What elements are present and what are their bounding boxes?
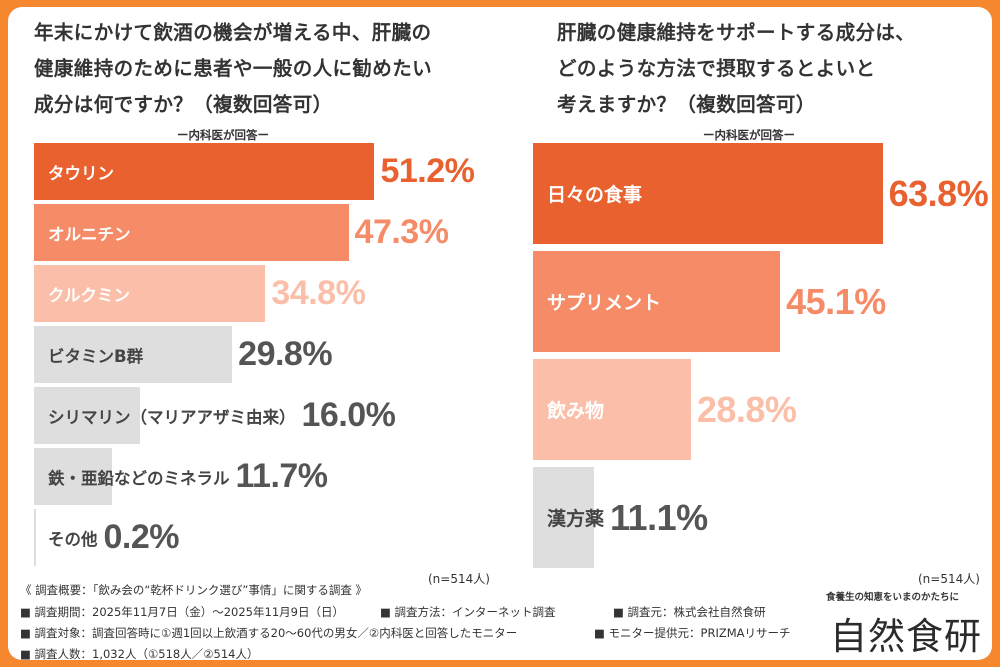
bar-category-label: 鉄・亜鉛などのミネラル <box>48 468 230 488</box>
company-logo: 自然食研 <box>830 615 982 658</box>
bar <box>34 509 36 566</box>
bar <box>34 448 112 505</box>
left-subhead: ー内科医が回答ー <box>177 128 269 142</box>
bar-category-label: タウリン <box>48 163 114 183</box>
survey-target: ■ 調査対象：調査回答時に①週1回以上飲酒する20〜60代の男女／②内科医と回答… <box>20 626 518 640</box>
left-bar-chart: タウリン 51.2% オルニチン 47.3% クルクミン 34.8% ビタミンB群 29.8%… <box>34 143 494 575</box>
bar-category-label: その他 <box>48 529 98 549</box>
bar-value-label: 11.7% <box>235 457 329 495</box>
bar <box>34 265 266 322</box>
bar-category-label: クルクミン <box>48 285 131 305</box>
infographic-card: 年末にかけて飲酒の機会が増える中、肝臓の 健康維持のために患者や一般の人に勧めた… <box>8 7 992 660</box>
bar <box>533 467 594 568</box>
right-title-line: どのような方法で摂取するとよいと <box>557 57 876 80</box>
survey-period: ■ 調査期間：2025年11月7日（金）〜2025年11月9日（日） <box>20 605 344 619</box>
left-title-line: 健康維持のために患者や一般の人に勧めたい <box>34 57 433 80</box>
bar-category-label: サプリメント <box>547 292 662 314</box>
bar <box>533 143 883 244</box>
right-title-line: 肝臓の健康維持をサポートする成分は、 <box>557 21 916 44</box>
bar-value-label: 63.8% <box>888 172 989 214</box>
right-title-line: 考えますか？（複数回答可） <box>557 93 816 116</box>
bar-value-label: 34.8% <box>271 274 366 312</box>
survey-count: ■ 調査人数：1,032人（①518人／②514人） <box>20 647 259 660</box>
left-title-line: 年末にかけて飲酒の機会が増える中、肝臓の <box>34 21 432 44</box>
bar-value-label: 47.3% <box>354 213 449 251</box>
bar <box>533 359 691 460</box>
bar <box>533 251 781 352</box>
left-question-title: 年末にかけて飲酒の機会が増える中、肝臓の 健康維持のために患者や一般の人に勧めた… <box>34 15 432 123</box>
bar <box>34 387 141 444</box>
survey-source: ■ 調査元：株式会社自然食研 <box>613 605 766 619</box>
bar-value-label: 28.8% <box>696 388 797 430</box>
bar-value-label: 45.1% <box>786 280 886 322</box>
bar-category-label: ビタミンB群 <box>48 346 144 366</box>
bar-category-label: オルニチン <box>48 224 131 244</box>
right-bar-chart: 日々の食事 63.8% サプリメント 45.1% 飲み物 28.8% 漢方薬 11.1% <box>533 143 992 575</box>
bar-value-label: 11.1% <box>610 496 708 538</box>
bar-category-label: 飲み物 <box>547 400 605 422</box>
bar-category-label: 日々の食事 <box>547 184 643 206</box>
left-title-line: 成分は何ですか？（複数回答可） <box>34 93 333 116</box>
bar-value-label: 16.0% <box>301 396 396 434</box>
survey-monitor: ■ モニター提供元：PRIZMAリサーチ <box>594 626 791 640</box>
survey-summary: 《 調査概要：「飲み会の“乾杯ドリンク選び”事情」に関する調査 》 <box>20 583 367 597</box>
survey-method: ■ 調査方法：インターネット調査 <box>380 605 556 619</box>
bar <box>34 143 375 200</box>
bar-category-label: シリマリン（マリアアザミ由来） <box>48 407 296 427</box>
bar-value-label: 0.2% <box>103 518 180 556</box>
bar-value-label: 51.2% <box>380 152 475 190</box>
bar-value-label: 29.8% <box>238 335 333 373</box>
right-subhead: ー内科医が回答ー <box>703 128 795 142</box>
right-question-title: 肝臓の健康維持をサポートする成分は、 どのような方法で摂取するとよいと 考えます… <box>557 15 915 123</box>
logo-tagline: 食養生の知恵をいまのかたちに <box>826 592 960 603</box>
left-sample-size: (n=514人) <box>428 572 490 586</box>
bar <box>34 204 349 261</box>
bar <box>34 326 233 383</box>
bar-category-label: 漢方薬 <box>547 508 605 530</box>
right-sample-size: (n=514人) <box>918 572 980 586</box>
